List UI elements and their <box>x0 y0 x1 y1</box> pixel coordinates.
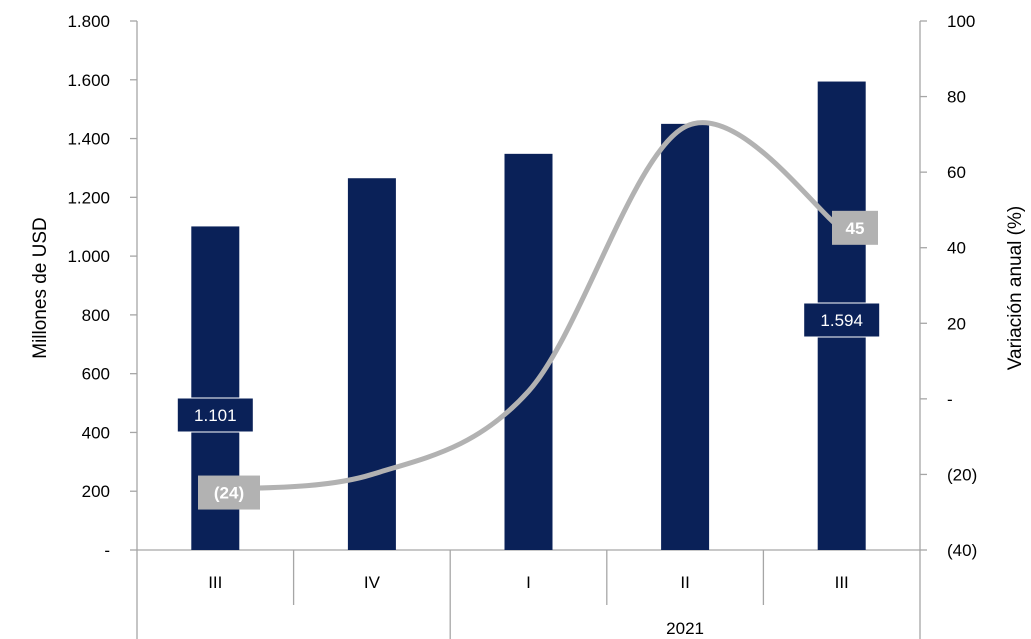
y-left-tick-label: 200 <box>82 482 110 501</box>
y-left-tick-label: - <box>104 541 110 560</box>
x-tick-label: III <box>208 573 222 592</box>
y-right-tick-label: 60 <box>947 163 966 182</box>
y-left-axis-title: Millones de USD <box>30 217 51 359</box>
y-left-tick-label: 1.600 <box>67 71 110 90</box>
y-left-tick-label: 1.800 <box>67 12 110 31</box>
bar <box>661 123 710 550</box>
x-tick-label: III <box>835 573 849 592</box>
y-left-tick-label: 1.400 <box>67 130 110 149</box>
x-tick-label: II <box>680 573 689 592</box>
y-right-tick-label: 100 <box>947 12 975 31</box>
line-data-label: (24) <box>214 484 244 503</box>
y-left-tick-label: 800 <box>82 306 110 325</box>
y-left-tick-label: 1.200 <box>67 188 110 207</box>
bar-data-label: 1.101 <box>194 406 237 425</box>
y-left-tick-label: 600 <box>82 365 110 384</box>
y-left-tick-label: 1.000 <box>67 247 110 266</box>
y-right-tick-label: - <box>947 390 953 409</box>
tick-labels: - 200 400 600 800 1.000 1.200 1.400 1.600 1.800 (4… <box>67 12 977 638</box>
line-data-label-box <box>832 210 878 245</box>
x-group-label: 2021 <box>666 619 704 638</box>
data-labels: 1.101 1.594 (24) 45 <box>176 210 881 510</box>
line-series <box>212 120 845 493</box>
y-right-tick-label: 80 <box>947 88 966 107</box>
line-path <box>212 120 845 493</box>
bar-data-label-box <box>176 397 254 433</box>
y-left-tick-label: 400 <box>82 423 110 442</box>
bar <box>504 153 553 551</box>
y-right-tick-label: 40 <box>947 239 966 258</box>
line-data-label-box <box>198 475 260 510</box>
bar <box>347 178 396 550</box>
bar-data-label: 1.594 <box>820 311 863 330</box>
y-right-tick-label: (40) <box>947 541 977 560</box>
y-right-tick-label: 20 <box>947 314 966 333</box>
y-right-tick-label: (20) <box>947 465 977 484</box>
bar-data-label-box <box>803 302 881 338</box>
line-data-label: 45 <box>846 219 865 238</box>
y-right-axis-title: Variación anual (%) <box>1005 206 1026 370</box>
x-tick-label: IV <box>364 573 381 592</box>
x-tick-label: I <box>526 573 531 592</box>
